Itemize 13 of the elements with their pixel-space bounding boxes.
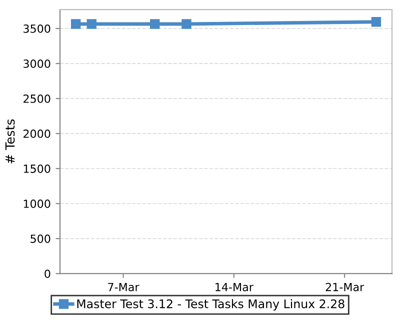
y-tick-label: 3000 xyxy=(24,59,50,68)
y-tick-label: 3500 xyxy=(24,24,50,33)
legend-label: Master Test 3.12 - Test Tasks Many Linux 2.28 xyxy=(77,299,344,311)
y-tick-label: 2500 xyxy=(24,94,50,103)
y-tick-label: 500 xyxy=(30,234,50,243)
x-tick-label: 14-Mar xyxy=(216,282,254,292)
y-tick-label: 0 xyxy=(44,270,50,278)
y-tick-label: 1000 xyxy=(24,200,50,208)
y-tick-label: 1500 xyxy=(24,164,50,173)
y-axis-title: # Tests xyxy=(5,119,15,164)
y-tick-label: 2000 xyxy=(24,130,50,138)
x-tick-label: 7-Mar xyxy=(108,282,140,292)
x-tick-label: 21-Mar xyxy=(326,282,364,292)
